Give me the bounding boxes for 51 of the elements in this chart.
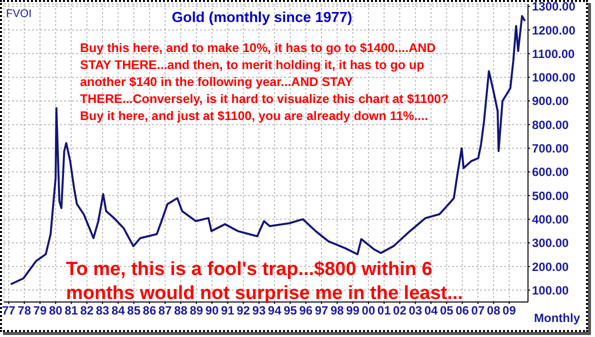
x-tick-label: 78 [18, 304, 32, 318]
x-tick-label: 88 [174, 304, 188, 318]
annotation: Buy this here, and to make 10%, it has to go to $1400....AND STAY THERE...and then, to merit holding it, it has to go up another $140 in the following year...AND STAY THERE...Conversely, is it hard to visualize this chart at $1100? Buy it here, and just at $1100, you are already down 11%.... [80, 40, 450, 125]
y-tick-label: 1100.00 [532, 46, 576, 61]
x-tick-label: 86 [142, 304, 156, 318]
x-tick-label: 83 [96, 304, 110, 318]
x-tick-label: 06 [456, 304, 470, 318]
x-tick-label: 95 [284, 304, 298, 318]
x-tick-label: 85 [127, 304, 141, 318]
y-tick-label: 500.00 [532, 188, 570, 203]
text: Monthly [534, 311, 580, 325]
x-tick-label: 82 [80, 304, 94, 318]
y-tick-label: 300.00 [532, 236, 570, 250]
x-tick-label: 81 [64, 304, 78, 318]
y-tick-label: 700.00 [532, 142, 570, 156]
x-tick-label: 07 [471, 304, 485, 318]
x-tick-label: 05 [440, 304, 454, 318]
x-tick-label: 94 [268, 304, 282, 318]
x-tick-label: 96 [299, 304, 313, 318]
annotation: To me, this is a fool's trap...$800 within 6 months would not surprise me in the least... [66, 258, 464, 306]
y-tick-label: 100.00 [532, 283, 570, 298]
x-tick-label: 01 [377, 304, 392, 318]
x-tick-label: 03 [408, 304, 422, 318]
x-tick-label: 09 [502, 304, 516, 318]
x-tick-label: 79 [33, 304, 47, 318]
x-tick-label: 92 [236, 304, 250, 318]
x-tick-label: 87 [158, 304, 172, 318]
chart-title: Gold (monthly since 1977) [172, 10, 352, 26]
x-tick-label: 98 [330, 304, 344, 318]
y-tick-label: 600.00 [532, 165, 570, 180]
x-tick-label: 90 [205, 304, 220, 318]
x-tick-label: 77 [2, 304, 16, 318]
x-tick-label: 02 [393, 304, 407, 318]
y-tick-label: 1300.00 [532, 0, 576, 14]
y-tick-label: 200.00 [532, 260, 570, 274]
annotation: FVOI [6, 8, 32, 20]
x-tick-label: 99 [346, 304, 360, 318]
x-tick-label: 84 [112, 304, 126, 318]
x-tick-label: 93 [252, 304, 266, 318]
x-tick-label: 89 [190, 304, 204, 318]
x-tick-label: 00 [362, 304, 376, 318]
y-tick-label: 800.00 [532, 118, 570, 132]
x-tick-label: 80 [48, 304, 63, 318]
y-tick-label: 1000.00 [532, 70, 576, 85]
x-tick-label: 97 [314, 304, 329, 318]
y-tick-label: 900.00 [532, 94, 570, 108]
x-tick-label: 04 [424, 304, 438, 318]
y-tick-label: 400.00 [532, 212, 570, 226]
y-tick-label: 1200.00 [532, 23, 576, 38]
x-tick-label: 91 [221, 304, 235, 318]
x-tick-label: 08 [486, 304, 501, 318]
